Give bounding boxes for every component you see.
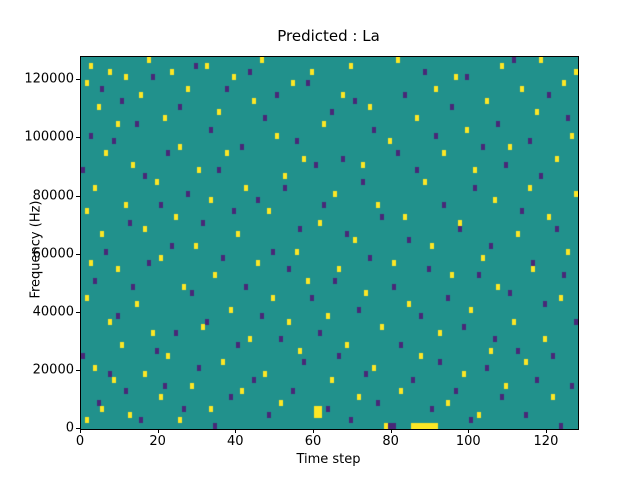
y-tick-label: 120000	[24, 71, 74, 87]
heatmap-canvas	[81, 57, 578, 429]
x-tick-label: 20	[149, 434, 166, 449]
plot-area	[80, 56, 579, 430]
x-tick-label: 0	[75, 434, 85, 449]
y-tick-mark	[76, 253, 80, 255]
y-tick-label: 100000	[24, 129, 74, 145]
x-tick-label: 80	[382, 434, 399, 449]
x-tick-label: 60	[304, 434, 322, 449]
x-tick-mark	[545, 429, 547, 433]
y-tick-mark	[76, 369, 80, 371]
y-tick-mark	[76, 137, 80, 139]
y-tick-label: 0	[65, 420, 74, 436]
x-tick-mark	[80, 429, 81, 433]
y-tick-label: 60000	[32, 246, 74, 262]
x-tick-label: 100	[455, 434, 481, 449]
y-tick-mark	[76, 79, 80, 81]
x-tick-label: 120	[533, 434, 559, 449]
x-tick-mark	[390, 429, 392, 433]
y-tick-label: 20000	[32, 362, 74, 378]
x-tick-mark	[235, 429, 237, 433]
x-tick-mark	[468, 429, 470, 433]
y-tick-label: 80000	[32, 188, 74, 203]
y-tick-label: 40000	[32, 304, 74, 320]
y-tick-mark	[76, 311, 80, 313]
x-tick-mark	[157, 429, 159, 433]
y-tick-mark	[76, 195, 80, 197]
y-tick-mark	[76, 428, 80, 429]
x-tick-mark	[312, 429, 314, 433]
x-tick-label: 40	[227, 434, 244, 449]
x-axis-label: Time step	[296, 452, 361, 467]
chart-title: Predicted : La	[277, 27, 380, 45]
